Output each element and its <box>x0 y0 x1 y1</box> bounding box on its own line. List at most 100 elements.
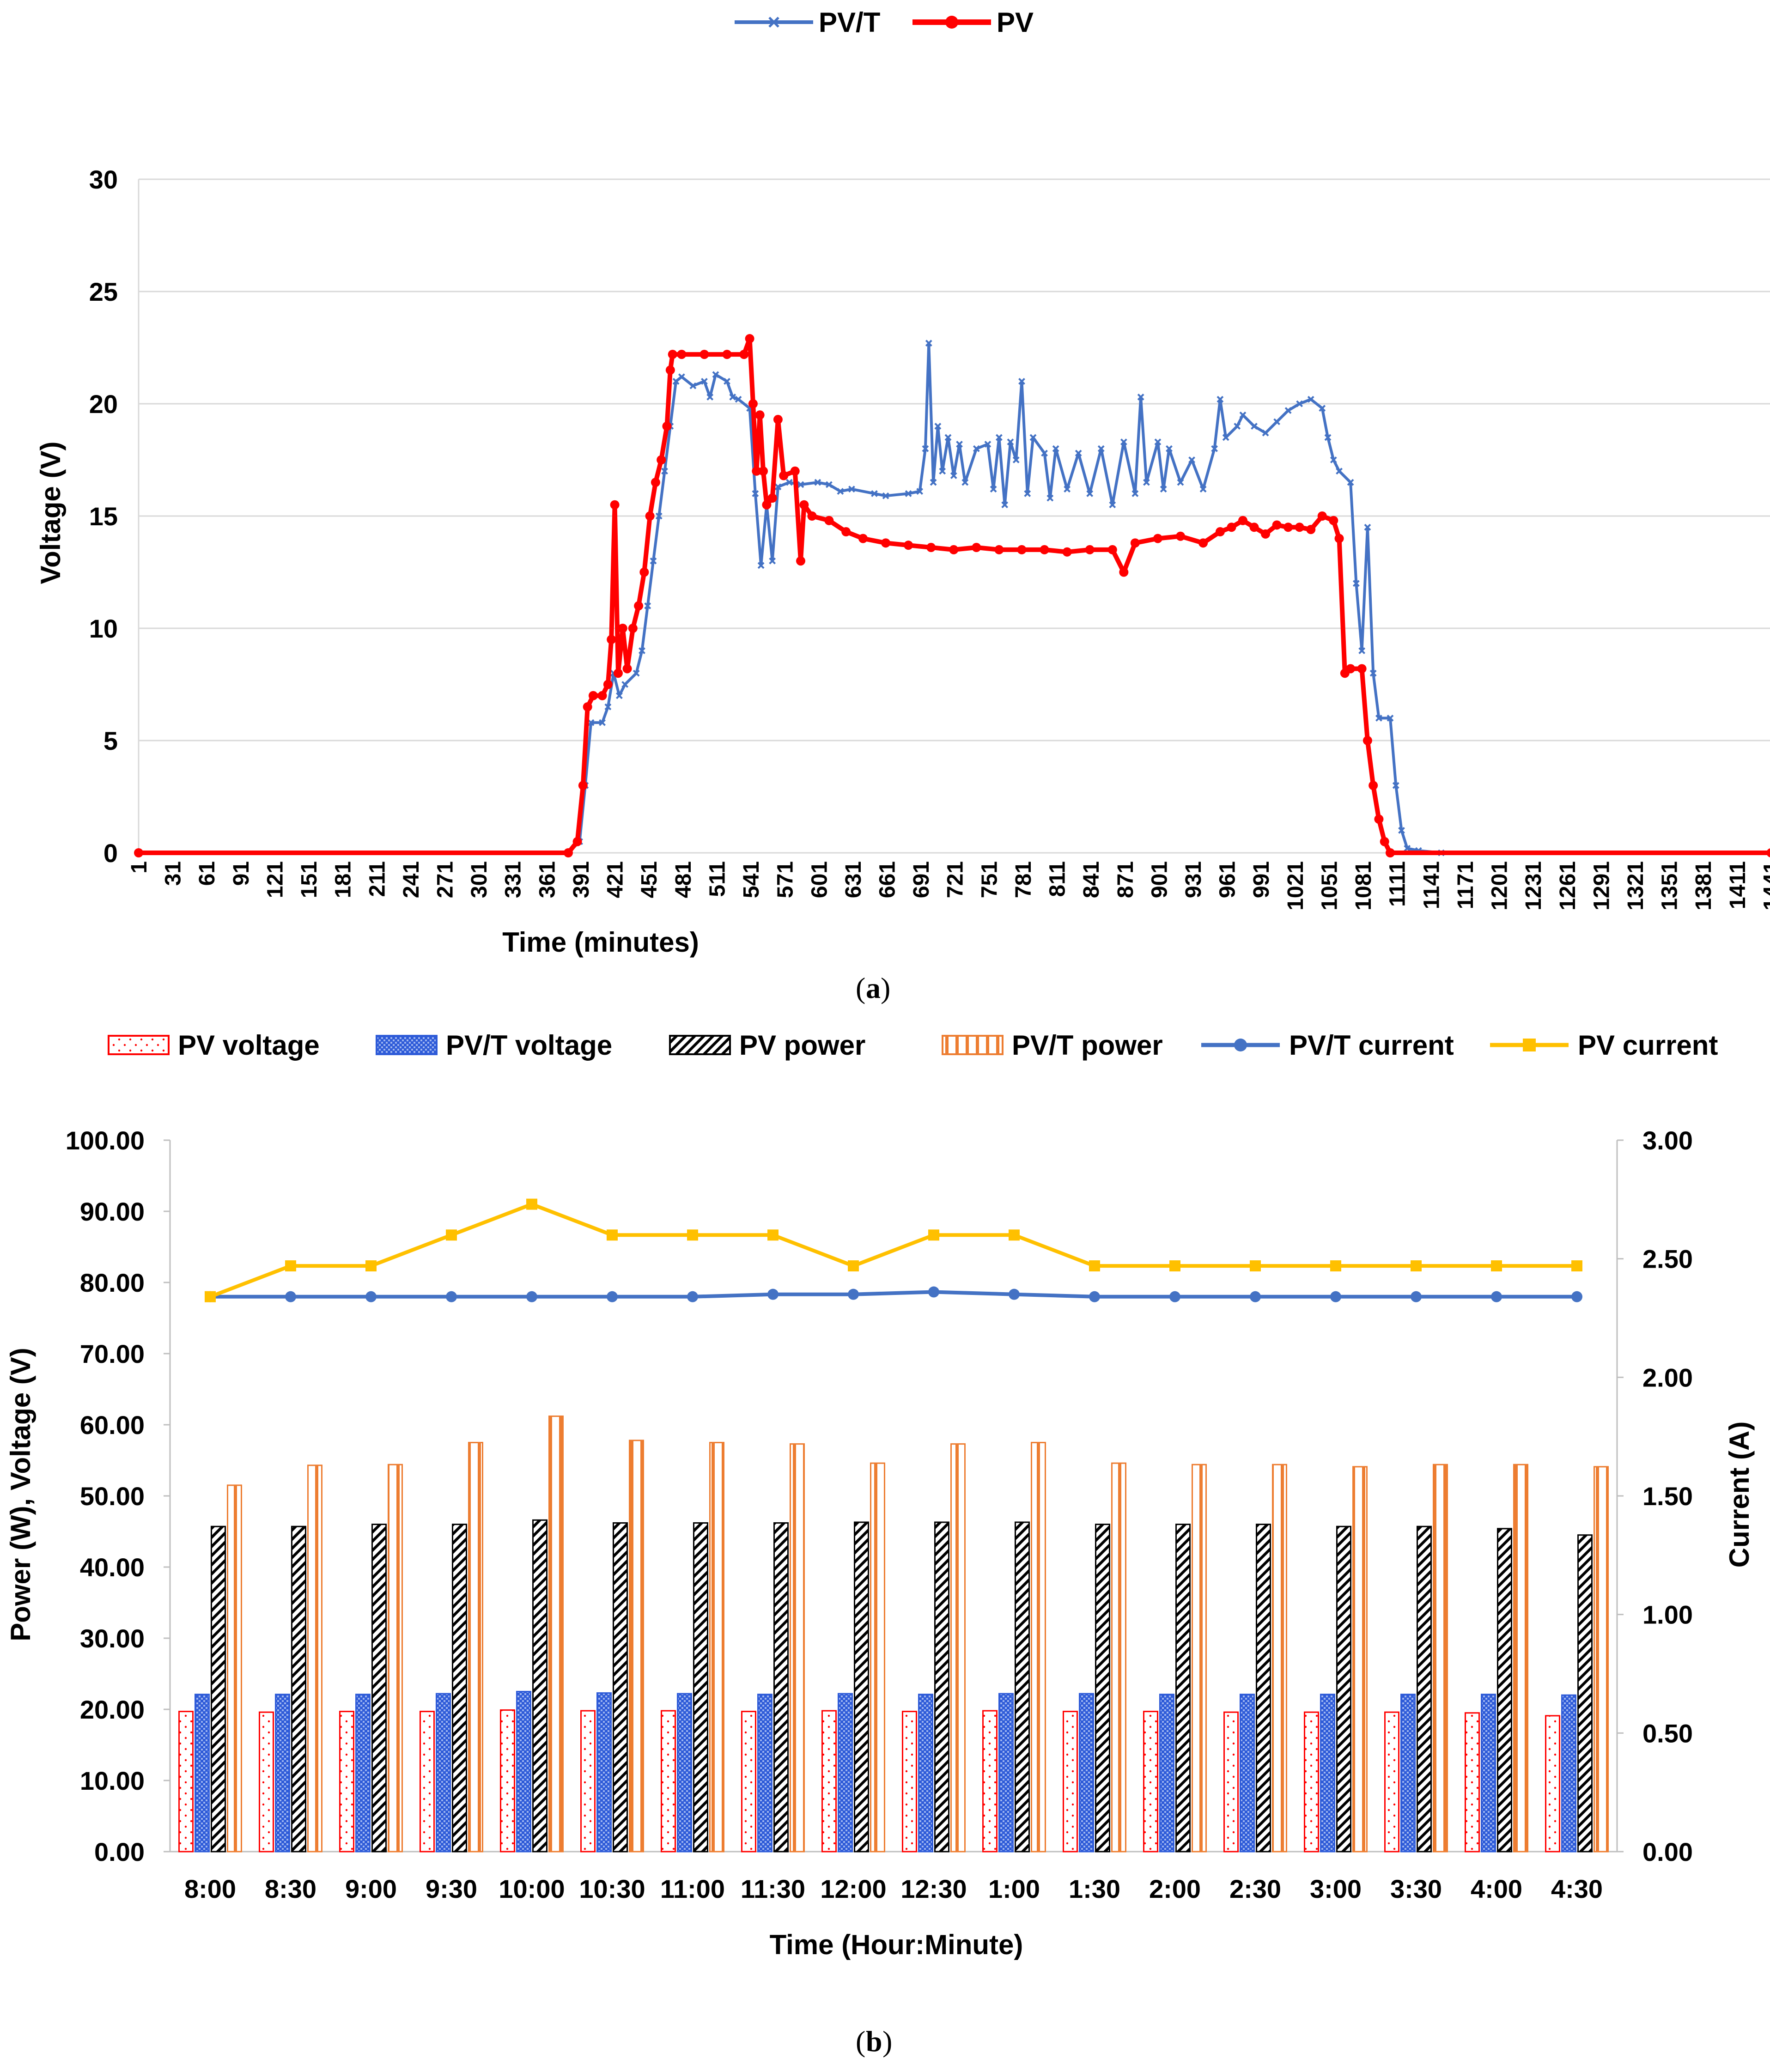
chart-b-axes <box>169 1140 1618 1853</box>
chart-a-pv-point <box>1040 545 1049 554</box>
chart-a-x-tick-label: 1321 <box>1624 861 1648 911</box>
chart-a-legend: PV/T PV <box>735 7 1034 38</box>
chart-b-x-tick-label: 10:30 <box>579 1874 645 1903</box>
chart-b-bar-pv-power <box>371 1524 387 1853</box>
chart-b-bar-pv-power <box>773 1522 789 1853</box>
chart-b-bar-pv-t-voltage <box>1481 1694 1496 1853</box>
chart-a-pv-point <box>1017 545 1027 554</box>
chart-a-pvt-point <box>1177 479 1184 486</box>
chart-a-x-tick-label: 331 <box>501 861 526 898</box>
chart-a-pvt-point <box>1007 438 1014 446</box>
chart-b-pvt-current-point <box>607 1291 618 1302</box>
chart-b-bar-pv-power <box>1417 1525 1432 1853</box>
chart-b-pvt-current-point <box>1250 1291 1261 1302</box>
chart-b-bar-pv-power <box>1256 1524 1271 1853</box>
chart-a-x-tick-label: 481 <box>671 861 696 898</box>
chart-b-bar-pv-voltage <box>178 1711 194 1853</box>
chart-a-pvt-point <box>752 490 759 497</box>
chart-a-x-tick-label: 1081 <box>1351 861 1376 911</box>
chart-b-bar-pv-t-voltage <box>1320 1694 1335 1853</box>
chart-a-x-tick-label: 1381 <box>1691 861 1716 911</box>
chart-b-x-tick-label: 8:00 <box>184 1874 236 1903</box>
chart-a-pv-point <box>651 478 660 487</box>
chart-b-x-tick-label: 10:00 <box>499 1874 565 1903</box>
chart-a-pv-point <box>1176 531 1186 541</box>
chart-b-bar-pv-t-voltage <box>1400 1694 1416 1853</box>
chart-a-x-tick-label: 901 <box>1147 861 1172 898</box>
chart-a-pvt-point <box>615 692 623 699</box>
chart-b-x-tick-label: 1:00 <box>988 1874 1040 1903</box>
chart-a-pvt-point <box>882 492 889 499</box>
chart-a-x-ticks: 1 31 61 91 121 151 181 211 241 271 301 331 361 391 421… <box>127 861 1770 911</box>
chart-a-pvt-point <box>930 479 937 486</box>
chart-b-y2-tick-label: 2.00 <box>1642 1363 1693 1392</box>
chart-b-bar-pv-voltage <box>902 1711 917 1853</box>
chart-a-pvt-point <box>1075 450 1082 457</box>
chart-b-bar-pv-t-voltage <box>596 1692 612 1853</box>
chart-b-bar-pv-power <box>1497 1528 1512 1853</box>
chart-b-bar-pv-t-voltage <box>998 1693 1014 1853</box>
chart-a-pv-point <box>1766 848 1770 857</box>
chart-a-pvt-point <box>706 394 714 401</box>
chart-a-pvt-point <box>712 371 719 378</box>
chart-b-pv-current-point <box>1169 1260 1180 1272</box>
chart-b-x-axis-title: Time (Hour:Minute) <box>770 1929 1023 1960</box>
chart-a-x-tick-label: 181 <box>331 861 356 898</box>
chart-b-bar-pv-t-voltage <box>516 1691 531 1853</box>
chart-a-x-tick-label: 1441 <box>1759 861 1770 911</box>
chart-a-pvt-point <box>1369 669 1377 677</box>
chart-a-pvt-point <box>1234 423 1241 430</box>
chart-a-pv-point <box>1107 545 1117 554</box>
chart-a-pv-point <box>755 410 765 420</box>
chart-a-pvt-point <box>1154 438 1162 446</box>
chart-a-legend-marker <box>945 16 958 29</box>
chart-b-bar-pv-t-power <box>1513 1464 1528 1853</box>
chart-a-pv-point <box>1346 664 1356 674</box>
chart-a-pv-point <box>1062 547 1072 557</box>
chart-a-x-tick-label: 301 <box>467 861 492 898</box>
chart-a-pvt-point <box>1052 445 1059 452</box>
chart-b-pv-current-point <box>1571 1260 1582 1272</box>
chart-b-bar-pv-voltage <box>1063 1711 1078 1853</box>
chart-b-bar-pv-voltage <box>1545 1715 1560 1853</box>
chart-a-pv-point <box>824 516 834 525</box>
chart-a-pv-point <box>583 702 592 712</box>
chart-b-bar-pv-t-power <box>790 1443 805 1853</box>
chart-a-pv-point <box>628 624 638 633</box>
chart-b-pvt-current-point <box>526 1291 537 1302</box>
chart-a-series <box>134 334 1770 857</box>
chart-a-pvt-point <box>1143 479 1150 486</box>
chart-a-pvt-point <box>837 488 844 495</box>
chart-a-y-tick-label: 30 <box>89 165 118 194</box>
chart-b-pvt-current-point <box>1411 1291 1422 1302</box>
chart-b-line-pvt-current <box>210 1290 1577 1299</box>
chart-a-y-tick-label: 25 <box>89 277 118 306</box>
chart-b-y-tick-label: 60.00 <box>80 1410 145 1440</box>
chart-b-legend-label: PV power <box>739 1030 865 1061</box>
chart-a-legend-label: PV/T <box>819 7 880 38</box>
chart-a-pvt-point <box>944 434 952 441</box>
chart-b-bar-pv-voltage <box>1223 1711 1239 1853</box>
chart-b-pv-current-point <box>1491 1260 1502 1272</box>
chart-a-x-tick-label: 1171 <box>1454 861 1478 909</box>
chart-b-pv-current-point <box>1330 1260 1341 1272</box>
chart-b-bar-pv-t-power <box>1192 1464 1207 1853</box>
chart-b-y-tick-label: 30.00 <box>80 1624 145 1653</box>
chart-b-x-tick-label: 8:30 <box>265 1874 316 1903</box>
chart-b-current-lines <box>205 1198 1582 1302</box>
chart-a-x-tick-label: 31 <box>161 861 186 886</box>
chart-a-pvt-point <box>1216 395 1224 403</box>
chart-b-bar-pv-t-power <box>388 1464 403 1853</box>
chart-a-pvt-point <box>825 481 833 488</box>
chart-a-pv-point <box>994 545 1004 554</box>
chart-b-pv-current-point <box>365 1260 377 1272</box>
chart-a-y-tick-label: 10 <box>89 614 118 643</box>
chart-a-x-tick-label: 241 <box>399 861 424 898</box>
chart-a-caption-close: ) <box>881 972 890 1004</box>
chart-b-pv-current-point <box>205 1291 216 1302</box>
chart-b-bar-pv-voltage <box>500 1709 515 1853</box>
chart-b-bar-pv-voltage <box>1304 1711 1319 1853</box>
chart-a-x-tick-label: 1111 <box>1386 861 1410 907</box>
chart-b-bar-pv-t-power <box>1594 1466 1609 1853</box>
